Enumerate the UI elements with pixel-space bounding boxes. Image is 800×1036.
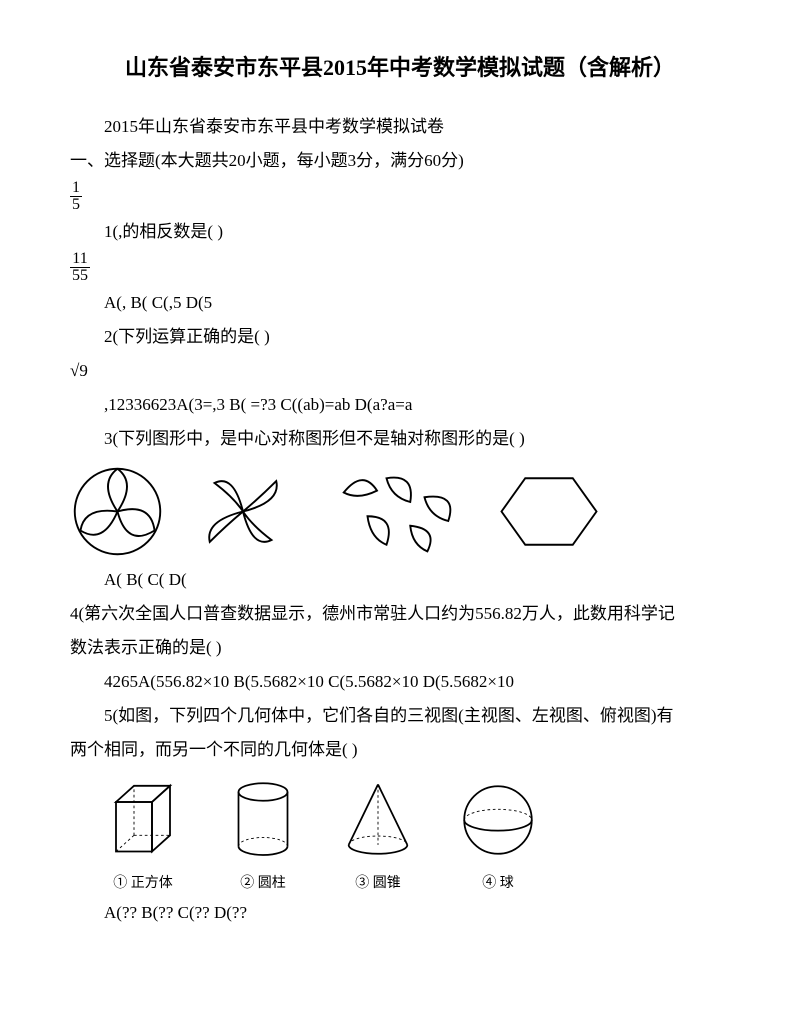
cylinder-icon [228,775,298,865]
q5-stem-b: 两个相同，而另一个不同的几何体是( ) [70,733,730,767]
sphere-caption: ④ 球 [458,872,538,892]
frac2-den: 55 [70,268,90,284]
shape-c-icon [321,464,471,559]
cone-caption: ③ 圆锥 [338,872,418,892]
cone-block: ③ 圆锥 [338,775,418,892]
q2-stem: 2(下列运算正确的是( ) [70,320,730,354]
q3-figure-row [70,464,730,559]
page-title: 山东省泰安市东平县2015年中考数学模拟试题（含解析） [70,50,730,82]
cylinder-caption: ② 圆柱 [228,872,298,892]
cube-caption: ① 正方体 [98,872,188,892]
sqrt-expr: √9 [70,354,730,388]
sphere-block: ④ 球 [458,775,538,892]
shape-d-icon [489,464,609,559]
shape-a-icon [70,464,165,559]
q3-options: A( B( C( D( [70,563,730,597]
q4-stem-b: 数法表示正确的是( ) [70,631,730,665]
q5-options: A(?? B(?? C(?? D(?? [70,896,730,930]
section-heading: 一、选择题(本大题共20小题，每小题3分，满分60分) [70,144,730,178]
frac1-den: 5 [70,197,82,213]
cube-block: ① 正方体 [98,775,188,892]
q4-stem-a: 4(第六次全国人口普查数据显示，德州市常驻人口约为556.82万人，此数用科学记 [70,597,730,631]
fraction-1: 1 5 [70,178,730,215]
q5-stem-a: 5(如图，下列四个几何体中，它们各自的三视图(主视图、左视图、俯视图)有 [70,699,730,733]
cube-icon [98,775,188,865]
sphere-icon [458,775,538,865]
shape-b-icon [183,464,303,559]
fraction-2: 11 55 [70,249,730,286]
cylinder-block: ② 圆柱 [228,775,298,892]
q2-options: ,12336623A(3=,3 B( =?3 C((ab)=ab D(a?a=a [70,388,730,422]
q3-stem: 3(下列图形中，是中心对称图形但不是轴对称图形的是( ) [70,422,730,456]
q1-options: A(, B( C(,5 D(5 [70,286,730,320]
intro-line: 2015年山东省泰安市东平县中考数学模拟试卷 [70,110,730,144]
cone-icon [338,775,418,865]
q5-solids-row: ① 正方体 ② 圆柱 ③ 圆锥 ④ 球 [98,775,730,892]
frac1-num: 1 [70,180,82,197]
q4-options: 4265A(556.82×10 B(5.5682×10 C(5.5682×10 … [70,665,730,699]
q1-stem: 1(,的相反数是( ) [70,215,730,249]
frac2-num: 11 [70,251,90,268]
